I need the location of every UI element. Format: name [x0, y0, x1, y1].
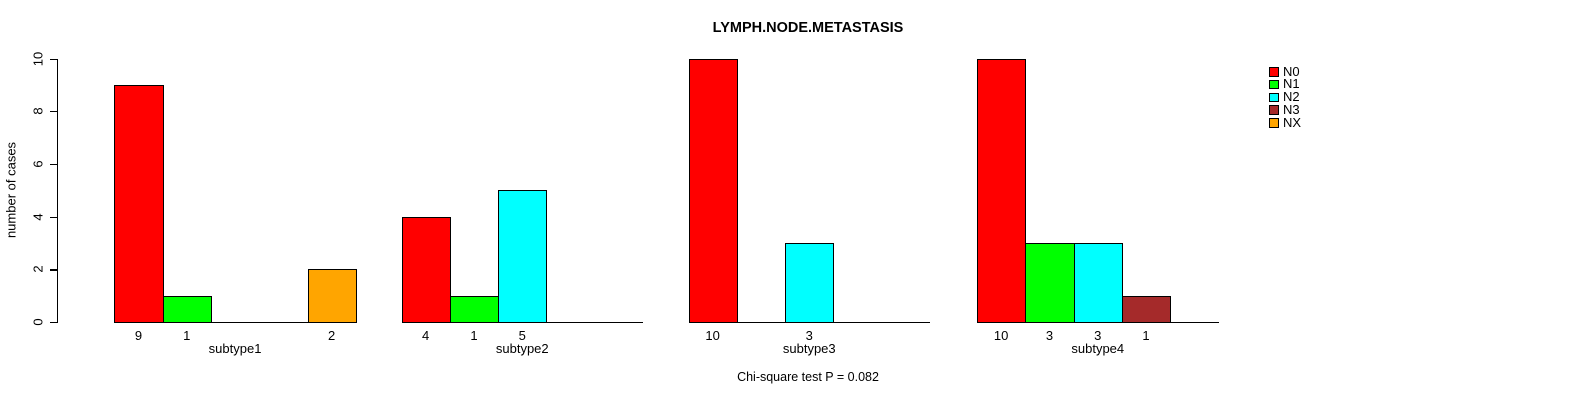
bar-N0-subtype4	[977, 58, 1027, 323]
y-tick	[50, 58, 57, 60]
y-tick	[50, 322, 57, 324]
legend-swatch-N0	[1269, 67, 1279, 77]
bar-value-label: 9	[134, 327, 143, 343]
legend-swatch-N2	[1269, 92, 1279, 103]
y-axis-line	[57, 58, 59, 323]
y-tick-label: 2	[30, 265, 46, 273]
legend-item-N3: N3	[1269, 101, 1301, 117]
legend-label: N3	[1283, 101, 1300, 117]
bar-value-label: 3	[1094, 327, 1102, 343]
category-label-subtype3: subtype3	[782, 341, 836, 356]
y-tick	[50, 163, 57, 166]
bar-N1-subtype4	[1025, 242, 1075, 323]
bar-N0-subtype3	[688, 58, 738, 323]
category-label-subtype4: subtype4	[1071, 341, 1125, 356]
legend-item-N1: N1	[1269, 76, 1301, 92]
y-tick-label: 8	[30, 107, 46, 115]
legend-label: N1	[1283, 76, 1300, 92]
legend: N0 N1 N2 N3 NX	[1269, 63, 1302, 130]
y-axis-label: number of cases	[3, 141, 19, 239]
legend-item-N2: N2	[1269, 89, 1301, 104]
bar-N0-subtype1	[114, 84, 164, 323]
bar-N3-subtype4	[1121, 295, 1172, 323]
bar-value-label: 1	[470, 327, 478, 343]
y-tick-label: 0	[30, 318, 46, 326]
chart-title: LYMPH.NODE.METASTASIS	[712, 20, 904, 36]
category-label-subtype1: subtype1	[208, 341, 262, 356]
legend-item-NX: NX	[1269, 114, 1302, 130]
bar-NX-subtype1	[307, 269, 357, 323]
legend-item-N0: N0	[1269, 63, 1301, 79]
legend-label: N2	[1283, 89, 1300, 104]
bar-value-label: 3	[805, 327, 813, 343]
y-tick-label: 4	[30, 212, 46, 221]
bar-value-label: 10	[993, 327, 1009, 343]
category-label-subtype2: subtype2	[495, 341, 549, 356]
legend-swatch-NX	[1269, 118, 1279, 128]
bar-N1-subtype1	[162, 295, 212, 323]
chi-square-annotation: Chi-square test P = 0.082	[737, 370, 879, 384]
y-tick-label: 10	[30, 51, 46, 66]
legend-swatch-N3	[1269, 105, 1279, 115]
bar-N2-subtype3	[785, 242, 835, 323]
legend-label: N0	[1283, 63, 1300, 79]
x-axis-line	[114, 322, 356, 324]
y-tick	[50, 269, 57, 271]
bar-value-label: 4	[422, 327, 430, 343]
bar-value-label: 2	[328, 327, 336, 343]
bar-N1-subtype2	[449, 295, 500, 323]
y-tick	[50, 216, 57, 218]
bar-value-label: 1	[183, 327, 191, 343]
bar-N2-subtype2	[498, 190, 548, 323]
y-tick-label: 6	[30, 160, 46, 168]
legend-label: NX	[1283, 114, 1302, 130]
bar-value-label: 1	[1142, 327, 1150, 343]
legend-swatch-N1	[1269, 79, 1279, 90]
bar-value-label: 3	[1045, 327, 1054, 343]
bar-value-label: 10	[705, 327, 720, 343]
bar-N0-subtype2	[401, 216, 451, 323]
bar-N2-subtype4	[1073, 242, 1123, 323]
bar-value-label: 5	[518, 327, 526, 343]
y-tick	[50, 111, 57, 113]
